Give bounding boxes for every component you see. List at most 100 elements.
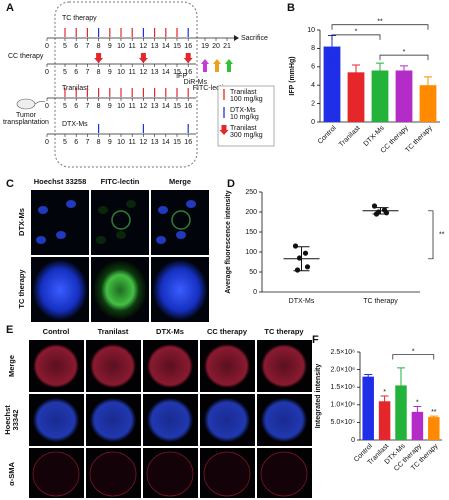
day-label: 5 [63,69,67,76]
tissue [261,344,307,388]
day-label: 8 [97,43,101,50]
day-label: 5 [63,43,67,50]
day-label: 8 [97,103,101,110]
row-label: DTX-Ms [17,208,26,236]
x-tick-label: TC therapy [363,298,398,305]
day-label: 9 [108,103,112,110]
column-header: Control [43,327,70,336]
column-header: CC therapy [207,327,248,336]
tissue [147,398,193,442]
nucleus [126,200,136,208]
marker-label: DiR-Ms [184,79,208,86]
nucleus [66,200,76,208]
day-label: 10 [117,43,125,50]
row-label: DTX-Ms [62,121,88,128]
panel-letter: A [6,2,14,14]
marker-label: IFP [176,73,187,80]
y-axis-label: IFP (mmHg) [289,56,296,95]
data-point [292,243,299,249]
y-axis-label: Average fluorescence intensity [225,190,232,293]
day-label: 9 [108,139,112,146]
panel-letter: F [312,334,319,346]
tissue [90,344,136,388]
nucleus [96,236,106,244]
day-label: 11 [129,43,136,50]
nucleus [186,200,196,208]
nucleus [98,206,108,214]
tissue [153,260,207,320]
y-tick-label: 6 [311,64,315,71]
day-label: 14 [162,69,170,76]
value-annotation: ** [431,409,437,416]
day-label: 5 [63,103,67,110]
micrograph [91,190,149,255]
column-header: Merge [169,177,191,186]
y-tick-label: 1.5×10⁶ [331,384,356,391]
error-bar [424,76,432,94]
panel-letter: D [227,178,235,190]
day-label: 7 [85,103,89,110]
day-label: 13 [151,139,159,146]
day-label: 5 [63,139,67,146]
day-label: 15 [173,103,181,110]
day-label: 0 [45,139,49,146]
y-tick-label: 8 [311,45,315,52]
row-label: TC therapy [17,269,26,309]
day-label: 16 [184,69,192,76]
treatment-frame [54,1,198,168]
bar [347,72,365,122]
significance-bracket [428,210,434,260]
y-tick-label: 5.0×10⁵ [330,419,355,426]
nucleus [158,206,168,214]
day-label: 0 [45,69,49,76]
significance-bracket [331,24,429,30]
y-tick-label: 150 [245,229,257,236]
marker-arrow [201,59,209,72]
row-label: Hoechst [3,405,12,435]
value-annotation: * [383,389,386,396]
bar [378,401,391,440]
error-bar [413,406,422,418]
significance-label: ** [439,232,445,239]
column-header: FITC-lectin [101,177,140,186]
nucleus [176,231,186,239]
nucleus [116,231,126,239]
row-label: 33342 [11,410,20,431]
data-point [294,267,301,273]
day-label: 0 [45,43,49,50]
tissue [260,451,308,497]
day-label: 12 [140,43,148,50]
significance-label: * [412,348,415,355]
y-axis-label: Integrated intensity [315,364,322,429]
tissue [204,344,250,388]
tissue [33,260,87,320]
x-tick-label: Tranilast [338,125,362,149]
legend-label: DTX-Ms [230,107,256,114]
row-label: α-SMA [7,462,16,486]
high-dose-arrow [94,53,104,63]
tumor-label: Tumor [16,112,37,119]
bar [395,70,413,122]
day-label: 21 [223,43,231,50]
micrograph [151,190,209,255]
bar [362,376,374,440]
tissue [146,451,194,497]
day-label: 10 [117,69,125,76]
value-annotation: * [416,399,419,406]
day-label: 20 [212,43,220,50]
panel-letter: E [6,324,13,336]
day-label: 13 [151,69,159,76]
day-label: 15 [173,139,181,146]
day-label: 7 [85,43,89,50]
error-bar [397,367,405,404]
data-point [304,264,311,270]
y-tick-label: 4 [311,82,315,89]
y-tick-label: 250 [245,189,257,196]
y-tick-label: 200 [245,209,257,216]
legend-label: 300 mg/kg [230,132,263,139]
significance-label: * [355,29,358,36]
x-tick-label: DTX-Ms [363,124,386,147]
error-bar [372,207,389,215]
day-label: 16 [184,139,192,146]
day-label: 19 [201,43,209,50]
